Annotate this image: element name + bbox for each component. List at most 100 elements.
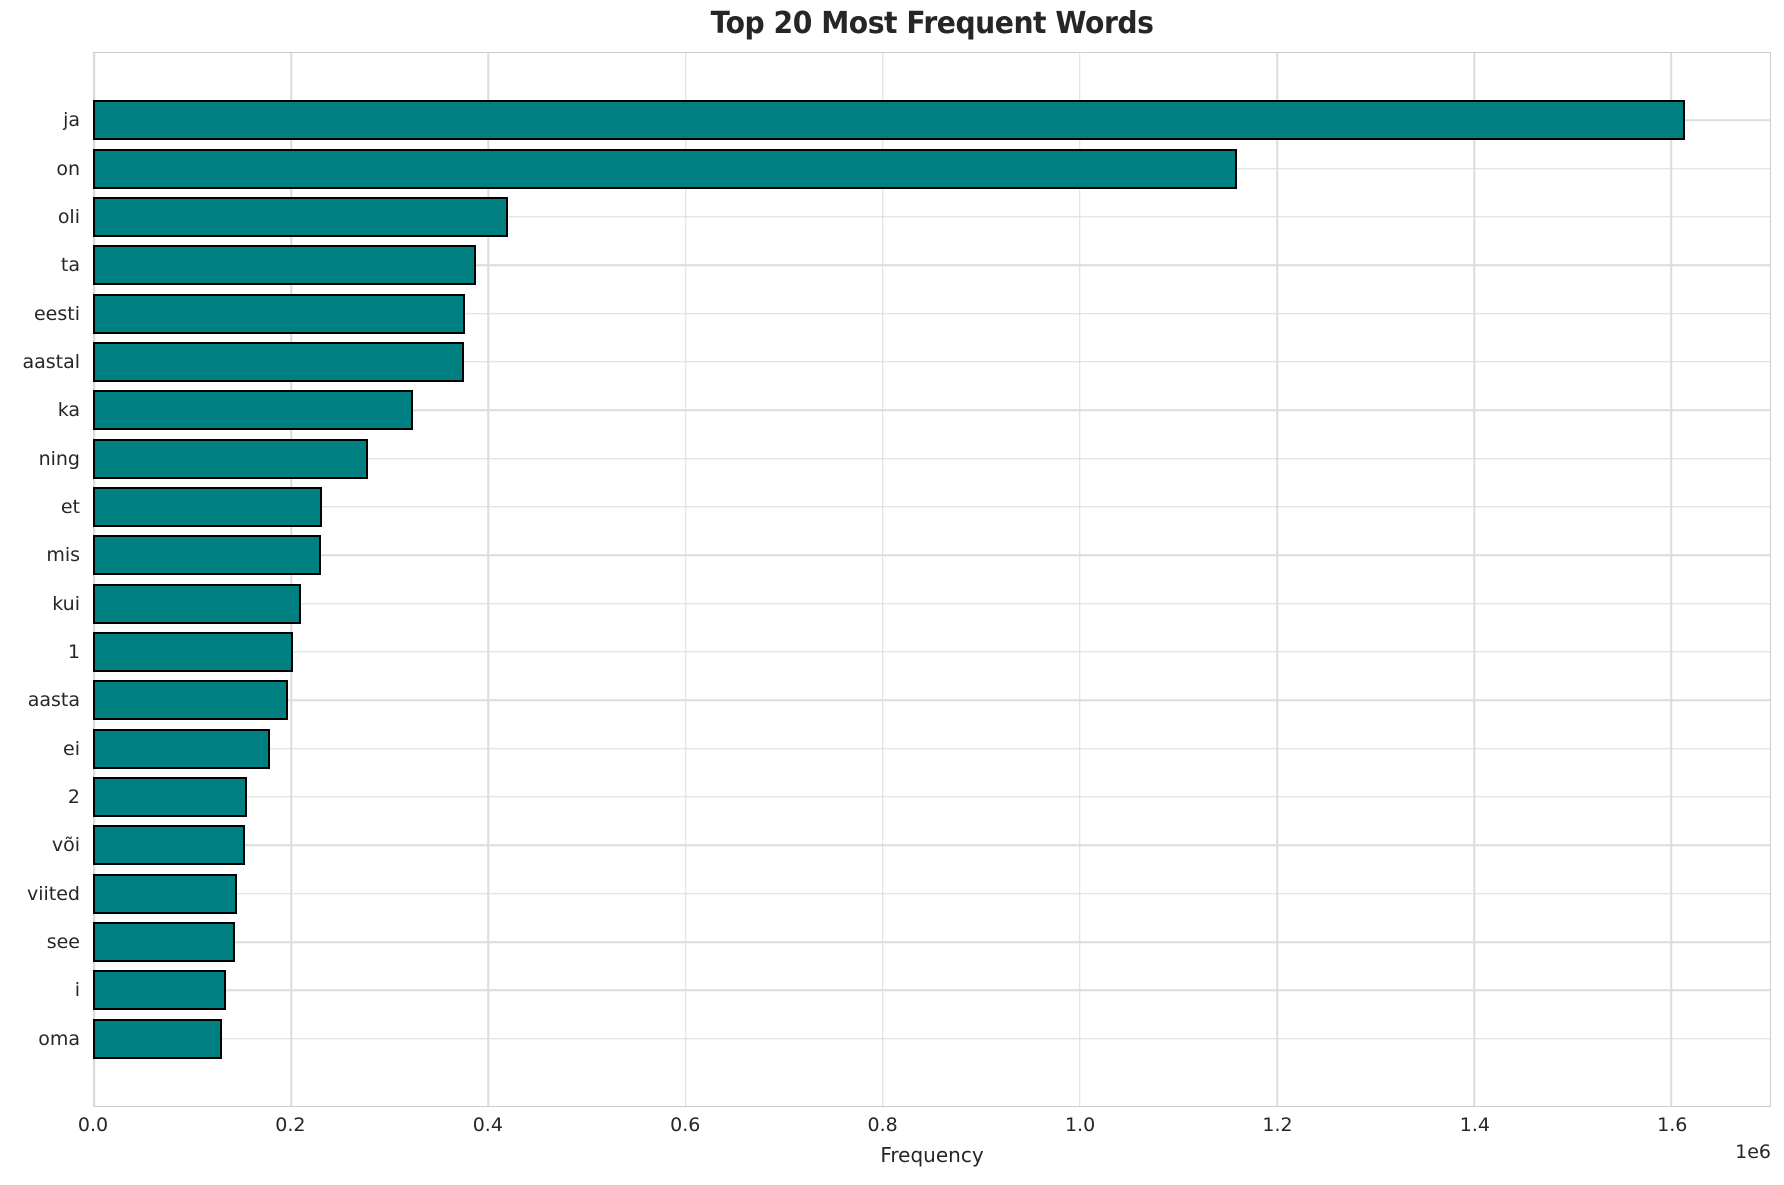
vertical-gridline [1670,53,1673,1106]
horizontal-gridline [94,506,1770,508]
x-axis-label: Frequency [880,1143,984,1167]
bar-row: et [61,483,1770,531]
horizontal-gridline [94,699,1770,702]
horizontal-gridline [94,1037,1770,1040]
plot-area: ja on oli ta eesti aastal ka ning et mis kui 1 aasta… [22,52,1771,1107]
horizontal-gridline [94,651,1770,653]
bar-row: kui [52,579,1770,627]
horizontal-gridline [94,892,1770,895]
horizontal-gridline [94,796,1770,798]
y-tick-label: aasta [27,689,80,712]
bar [92,873,237,914]
bar [92,680,288,721]
x-tick-label: 1.2 [1262,1114,1293,1136]
y-tick-label: ei [63,737,80,760]
y-tick-label: mis [46,544,80,567]
bar-row: i [75,966,1770,1014]
y-tick-label: see [46,931,80,954]
x-tick-label: 0.2 [275,1114,306,1136]
vertical-gridline [1276,53,1278,1106]
horizontal-gridline [94,989,1770,992]
y-tick-label: ning [38,447,80,470]
bar [92,631,293,672]
bar [92,486,323,527]
y-tick-label: ka [57,399,80,422]
vertical-gridline [1473,53,1475,1106]
bar-row: või [52,821,1770,869]
vertical-gridline [290,53,292,1106]
bar-row: viited [27,870,1770,918]
bar [92,341,465,382]
bar [92,922,235,963]
y-tick-label: 2 [67,785,80,808]
horizontal-gridline [94,844,1770,847]
y-tick-label: viited [26,882,80,905]
horizontal-gridline [94,457,1770,460]
y-tick-label: aastal [22,350,80,373]
y-tick-label: 1 [67,640,80,663]
bar-row: ka [58,386,1770,434]
bar-row: aastal [22,338,1770,386]
y-tick-label: eesti [33,302,80,325]
x-tick-label: 0.8 [867,1114,898,1136]
y-tick-label: või [51,834,80,857]
bar-row: on [56,144,1770,192]
horizontal-gridline [94,554,1770,557]
vertical-gridline [684,53,687,1106]
bar-row: 1 [68,628,1770,676]
x-tick-label: 0.4 [472,1114,503,1136]
horizontal-gridline [94,602,1770,605]
bar [92,196,508,237]
bar [92,438,368,479]
vertical-gridline [1079,53,1081,1106]
bar [92,776,248,817]
horizontal-gridline [94,361,1770,363]
bar [92,245,477,286]
bar [92,728,271,769]
horizontal-gridline [94,312,1770,315]
bar-row: see [47,918,1770,966]
bar-rows: ja on oli ta eesti aastal ka ning et mis kui 1 aasta… [22,53,1770,1106]
bar-row: oma [38,1015,1770,1063]
x-tick-label: 1.0 [1064,1114,1096,1136]
bar-row: ja [63,96,1770,144]
bar [92,583,301,624]
horizontal-gridline [94,216,1770,218]
bar-row: 2 [68,773,1770,821]
vertical-gridline [93,53,95,1106]
y-tick-label: kui [52,592,80,615]
vertical-gridline [487,53,490,1106]
horizontal-gridline [94,747,1770,750]
chart-title: Top 20 Most Frequent Words [710,6,1154,41]
bar-row: ei [63,724,1770,772]
bar-row: eesti [34,289,1770,337]
bar-row: mis [46,531,1770,579]
horizontal-gridline [94,264,1770,266]
bar-row: ta [61,241,1770,289]
vertical-gridline [881,53,884,1106]
bar [92,825,246,866]
bar-row: aasta [28,676,1770,724]
bar [92,293,466,334]
bar-row: ning [39,434,1770,482]
x-tick-label: 1.4 [1459,1114,1490,1136]
x-axis-ticks: 0.0 0.2 0.4 0.6 0.8 1.0 1.2 1.4 1.6 [78,1114,1771,1140]
x-axis-offset-label: 1e6 [1735,1141,1771,1163]
x-tick-label: 1.6 [1657,1114,1688,1136]
x-tick-label: 0.0 [77,1114,109,1136]
y-tick-label: i [74,979,80,1002]
horizontal-gridline [94,941,1770,943]
y-tick-label: oma [38,1027,80,1050]
bar-row: oli [58,193,1770,241]
y-tick-label: oli [57,205,80,228]
y-tick-label: on [56,157,80,180]
y-tick-label: ta [60,254,80,277]
x-tick-label: 0.6 [670,1114,701,1136]
bar [92,535,322,576]
bar [92,390,414,431]
bar [92,148,1238,189]
horizontal-gridline [94,409,1770,411]
y-tick-label: et [60,495,80,518]
bar [92,970,226,1011]
